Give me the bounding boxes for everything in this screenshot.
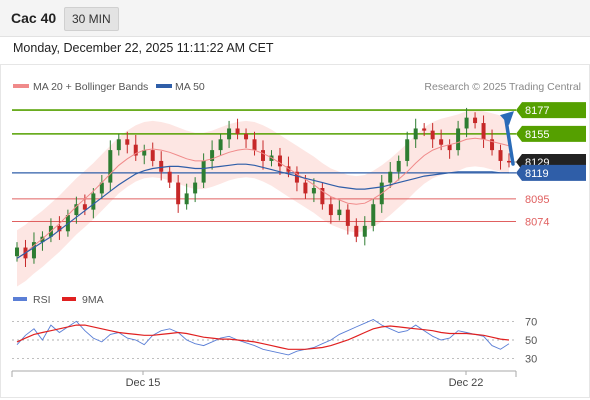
- datetime-label: Monday, December 22, 2025 11:11:22 AM CE…: [13, 41, 274, 55]
- symbol-title: Cac 40: [11, 10, 57, 26]
- candle-body: [311, 188, 316, 194]
- candle-body: [99, 182, 104, 194]
- forecast-arrow-head: [500, 111, 514, 126]
- rsi-legend: RSI 9MA: [13, 294, 104, 306]
- x-tick-label: Dec 15: [126, 377, 161, 389]
- candle-body: [91, 193, 96, 210]
- legend-label-rsi: RSI: [33, 294, 51, 306]
- rsi-series-RSI: [16, 318, 510, 356]
- ma50-line: [16, 163, 509, 259]
- candle-body: [362, 225, 367, 237]
- candle-body: [430, 130, 435, 140]
- candle-body: [464, 117, 469, 129]
- candle-body: [31, 242, 36, 259]
- candle-body: [176, 182, 181, 205]
- rsi-tick-30: 30: [525, 354, 537, 366]
- candle-body: [473, 117, 478, 124]
- rsi-series-9MA: [16, 324, 510, 350]
- candle-body: [193, 182, 198, 194]
- legend-label-ma20: MA 20 + Bollinger Bands: [33, 81, 148, 93]
- price-tag-label-8177: 8177: [525, 105, 549, 117]
- candle-body: [82, 204, 87, 210]
- candle-body: [74, 204, 79, 216]
- candle-body: [447, 144, 452, 151]
- candle-body: [235, 128, 240, 134]
- watermark: Research © 2025 Trading Central: [424, 81, 581, 93]
- legend-swatch-rsi: [13, 297, 27, 301]
- candle-body: [490, 139, 495, 151]
- candle-body: [328, 204, 333, 216]
- candle-body: [371, 204, 376, 226]
- candle-body: [142, 150, 147, 156]
- candle-body: [150, 150, 155, 161]
- price-tag-8119: [516, 164, 586, 181]
- candle-body: [201, 160, 206, 183]
- candle-body: [108, 150, 113, 183]
- candle-body: [345, 209, 350, 226]
- bollinger-band: [17, 110, 509, 287]
- top-bar: Cac 40 30 MIN: [0, 0, 590, 37]
- price-tag-label-8155: 8155: [525, 129, 549, 141]
- legend-swatch-ma50: [156, 84, 172, 88]
- candle-body: [337, 209, 342, 216]
- candle-body: [184, 193, 189, 205]
- x-tick-label: Dec 22: [449, 377, 484, 389]
- price-tag-8177: [516, 102, 586, 119]
- candle-body: [15, 247, 19, 257]
- candle-body: [244, 133, 249, 140]
- legend-label-ma50: MA 50: [175, 81, 205, 93]
- candle-body: [116, 139, 121, 151]
- rsi-tick-50: 50: [525, 335, 537, 347]
- legend-swatch-9ma: [62, 297, 76, 301]
- price-tag-label-8119: 8119: [525, 168, 549, 180]
- candle-body: [422, 128, 427, 131]
- candle-body: [210, 150, 215, 161]
- price-label-8074: 8074: [525, 217, 549, 229]
- candle-body: [413, 128, 418, 140]
- timeframe-badge[interactable]: 30 MIN: [64, 7, 119, 31]
- main-legend: MA 20 + Bollinger Bands MA 50 Research ©…: [13, 81, 581, 93]
- candle-body: [405, 139, 410, 161]
- candle-body: [159, 160, 164, 172]
- candle-body: [252, 139, 257, 151]
- candle-body: [396, 160, 401, 172]
- candle-body: [388, 171, 393, 183]
- candle-body: [125, 139, 130, 145]
- candle-body: [303, 182, 308, 194]
- candle-body: [167, 171, 172, 183]
- rsi-tick-70: 70: [525, 316, 537, 328]
- candle-body: [227, 128, 232, 140]
- candle-body: [456, 128, 461, 151]
- candle-body: [133, 144, 138, 156]
- ma20-line: [16, 137, 510, 259]
- candle-body: [354, 225, 359, 237]
- forecast-arrow: [504, 118, 515, 166]
- candle-body: [320, 188, 325, 205]
- candle-body: [294, 171, 299, 183]
- legend-swatch-ma20: [13, 84, 29, 88]
- legend-label-9ma: 9MA: [82, 294, 104, 306]
- candle-body: [57, 225, 62, 232]
- candle-body: [218, 139, 223, 151]
- candle-body: [277, 155, 282, 167]
- price-tag-8155: [516, 125, 586, 142]
- candle-body: [498, 150, 503, 161]
- candle-body: [261, 150, 265, 161]
- candle-body: [439, 139, 444, 145]
- candle-body: [481, 123, 486, 140]
- candle-body: [507, 160, 511, 163]
- price-label-8095: 8095: [525, 194, 549, 206]
